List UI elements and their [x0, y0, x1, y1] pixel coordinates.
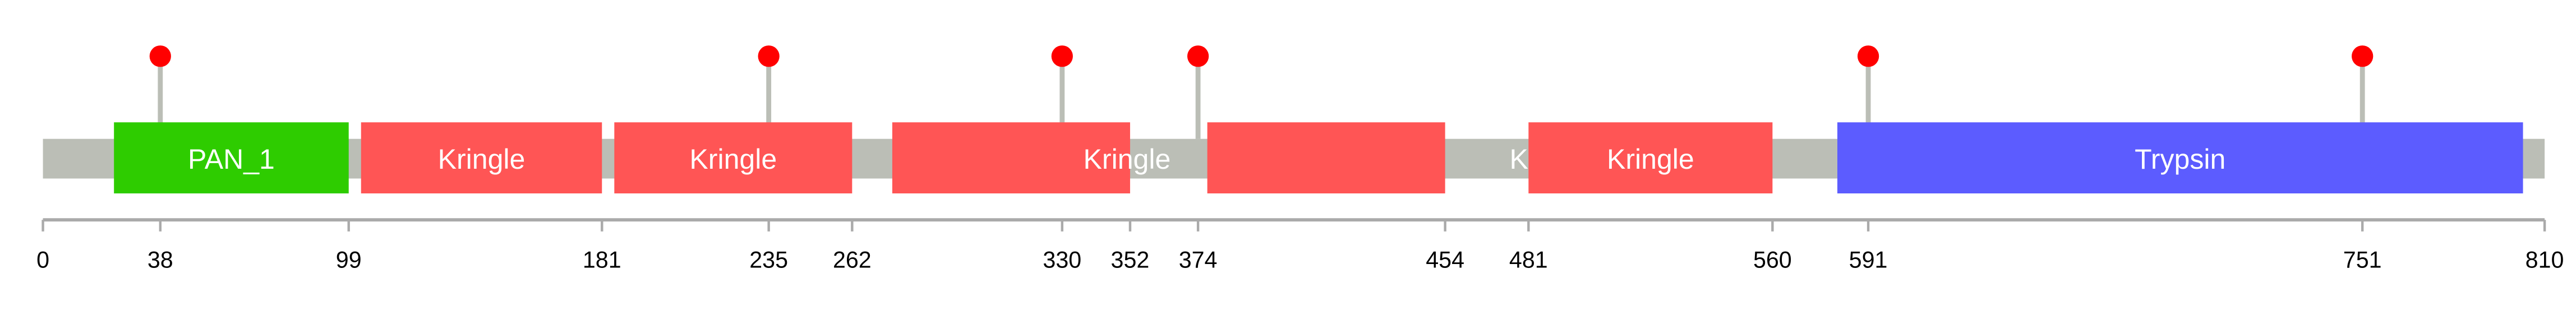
- tick-label: 352: [1111, 247, 1150, 273]
- domain-kringle: [361, 122, 602, 194]
- domain-label: Kringle: [689, 144, 777, 175]
- tick-label: 454: [1426, 247, 1464, 273]
- tick-label: 38: [148, 247, 173, 273]
- mutation-marker: [149, 45, 171, 67]
- mutation-marker: [758, 45, 780, 67]
- domain-kringle: [614, 122, 852, 194]
- tick-label: 751: [2343, 247, 2382, 273]
- tick-label: 374: [1179, 247, 1218, 273]
- domain-kringle: [1207, 122, 1445, 194]
- tick-label: 481: [1509, 247, 1548, 273]
- tick-label: 0: [36, 247, 49, 273]
- domain-trypsin: [1837, 122, 2523, 194]
- tick-label: 235: [749, 247, 788, 273]
- domain-kringle: [1528, 122, 1773, 194]
- domain-pan-1: [114, 122, 349, 194]
- domain-label: Kringle: [1607, 144, 1694, 175]
- tick-label: 330: [1043, 247, 1081, 273]
- mutation-marker: [1857, 45, 1879, 67]
- mutation-marker: [2352, 45, 2374, 67]
- tick-label: 181: [583, 247, 621, 273]
- mutation-marker: [1051, 45, 1073, 67]
- tick-label: 99: [336, 247, 362, 273]
- tick-label: 591: [1849, 247, 1888, 273]
- domain-label: Trypsin: [2135, 144, 2225, 175]
- domain-label: PAN_1: [188, 144, 275, 175]
- mutation-marker: [1187, 45, 1209, 67]
- tick-label: 262: [833, 247, 872, 273]
- domain-label: Kringle: [1084, 144, 1171, 175]
- domain-label: Kringle: [438, 144, 526, 175]
- domain-kringle: [892, 122, 1130, 194]
- tick-label: 560: [1753, 247, 1792, 273]
- tick-label: 810: [2526, 247, 2564, 273]
